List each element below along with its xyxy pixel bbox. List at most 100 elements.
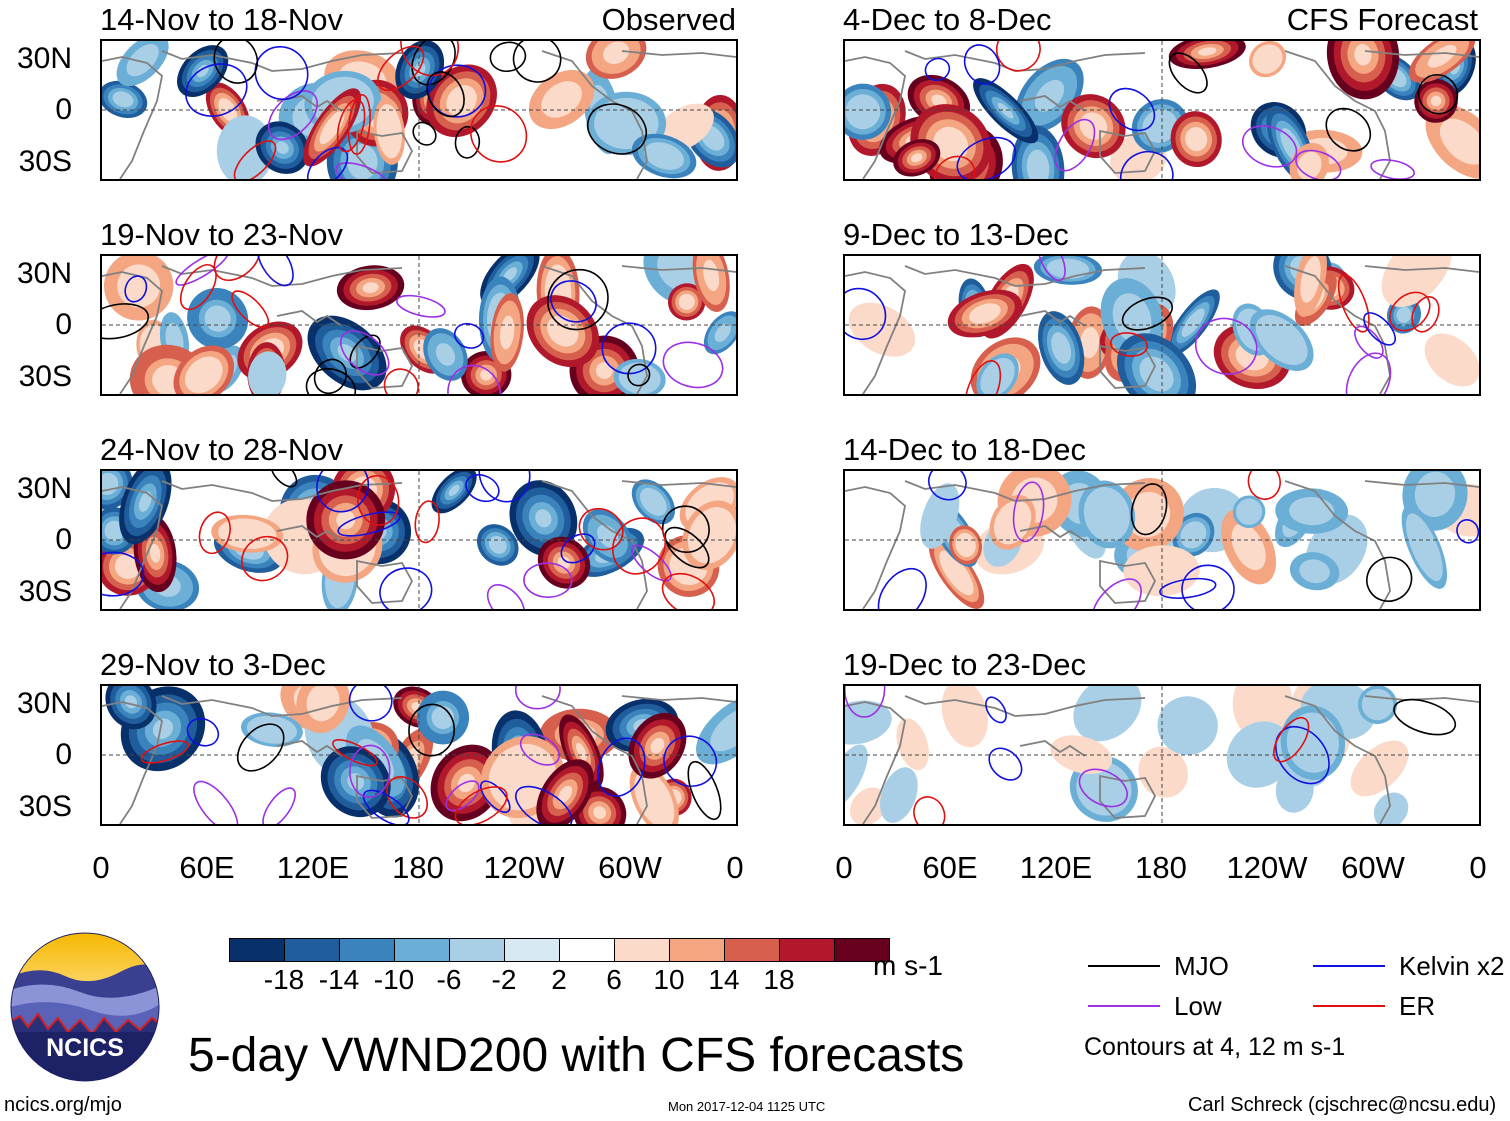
coastline-2 <box>1019 740 1086 757</box>
legend-er: ER <box>1313 993 1435 1019</box>
footer-url[interactable]: ncics.org/mjo <box>4 1094 122 1116</box>
legend-kelvin-line <box>1313 965 1385 967</box>
colorbar-tick-9: 18 <box>763 964 795 995</box>
colorbar-tick-5: 2 <box>551 964 567 995</box>
contour-7 <box>1159 577 1217 599</box>
contour-3 <box>1337 274 1370 333</box>
coastline-5 <box>1364 50 1479 58</box>
field-blob-16-3 <box>1446 125 1479 158</box>
colorbar-swatch-6 <box>559 938 615 962</box>
field-blob-10-2 <box>666 112 703 143</box>
legend-low: Low <box>1088 993 1222 1019</box>
contour-17 <box>426 71 465 118</box>
observed-label: Observed <box>601 2 736 37</box>
field-blob-5-4 <box>362 282 379 294</box>
contour-11 <box>661 572 715 609</box>
contour-14 <box>578 507 624 551</box>
contour-17 <box>270 471 298 488</box>
colorbar-swatch-11 <box>834 938 890 962</box>
coastline-3 <box>356 774 414 819</box>
field-blob-15-2 <box>1361 751 1398 786</box>
field-blob-1-3 <box>1080 327 1100 359</box>
colorbar-tick-0: -18 <box>263 964 305 995</box>
field-blob-24-1 <box>883 772 915 818</box>
contour-14 <box>349 744 391 798</box>
contour-2 <box>236 723 285 772</box>
contour-7 <box>362 789 410 824</box>
field-blob-25-3 <box>547 86 576 113</box>
contour-7 <box>124 275 148 303</box>
contour-2 <box>1273 717 1310 763</box>
field-blob-12-2 <box>1256 47 1279 71</box>
field-blob-21-4 <box>336 510 356 530</box>
contour-6 <box>1130 483 1168 536</box>
contour-5 <box>1054 118 1096 172</box>
field-blob-22-3 <box>1053 261 1083 276</box>
field-blob-20-2 <box>1089 493 1125 536</box>
contour-1 <box>337 511 401 537</box>
field-blob-4-3 <box>1236 530 1261 563</box>
field-blob-22-3 <box>190 362 217 388</box>
field-blob-3-2 <box>252 718 292 741</box>
field-blob-21-3 <box>968 303 1001 324</box>
contour-13 <box>661 505 710 554</box>
field-blob-19-3 <box>1139 356 1174 392</box>
contour-10 <box>515 785 573 824</box>
field-blob-25-4 <box>558 785 573 803</box>
legend-kelvin: Kelvin x2 <box>1313 953 1505 979</box>
contour-13 <box>469 105 528 163</box>
contour-1 <box>267 90 318 141</box>
contour-3 <box>478 471 531 503</box>
contour-12 <box>597 737 646 797</box>
coastline-2 <box>1019 310 1086 327</box>
colorbar-tick-6: 6 <box>606 964 622 995</box>
coastline-2 <box>276 525 343 542</box>
contour-12 <box>1417 73 1459 115</box>
field-blob-0-3 <box>644 492 663 512</box>
coastline-3 <box>356 129 414 174</box>
colorbar-swatch-7 <box>614 938 670 962</box>
field-blob-25-2 <box>1292 719 1333 766</box>
field-blob-8-3 <box>1303 562 1326 580</box>
contour-3 <box>411 41 456 86</box>
contour-16 <box>185 63 248 117</box>
coastline-5 <box>1364 265 1479 273</box>
colorbar-swatch-4 <box>449 938 505 962</box>
contour-3 <box>453 322 485 349</box>
legend-mjo-line <box>1088 965 1160 967</box>
map-panel-left-2 <box>100 254 738 396</box>
contour-13 <box>963 44 1001 85</box>
contour-6 <box>631 544 672 582</box>
x-tick-right-0: 0 <box>835 850 853 885</box>
contour-3 <box>1393 698 1457 736</box>
field-blob-19-4 <box>139 491 152 512</box>
contour-note: Contours at 4, 12 m s-1 <box>1084 1033 1346 1061</box>
contour-1 <box>1168 52 1208 94</box>
y-tick-30s-row3: 30S <box>18 575 72 608</box>
contour-8 <box>845 287 887 341</box>
contour-7 <box>924 57 951 82</box>
contour-11 <box>1110 332 1148 357</box>
field-blob-14-3 <box>112 91 134 108</box>
footer-credit: Carl Schreck (cjschrec@ncsu.edu) <box>1188 1094 1497 1116</box>
colorbar-swatch-8 <box>669 938 725 962</box>
contour-4 <box>845 686 886 718</box>
field-blob-22-3 <box>319 110 345 145</box>
contour-19 <box>313 358 347 394</box>
map-panel-right-3 <box>843 469 1481 611</box>
coastline-3 <box>1099 344 1157 389</box>
contour-6 <box>213 256 261 282</box>
contour-7 <box>306 146 349 179</box>
coastline-0 <box>102 701 163 824</box>
contour-14 <box>179 264 217 311</box>
coastline-2 <box>276 740 343 757</box>
colorbar-tick-8: 14 <box>708 964 740 995</box>
field-blob-18-2 <box>227 128 263 173</box>
field-blob-12-0 <box>1157 696 1218 755</box>
contour-2 <box>102 303 150 340</box>
coastline-2 <box>1019 525 1086 542</box>
contour-9 <box>336 99 366 153</box>
contour-13 <box>445 780 480 812</box>
coastline-3 <box>1099 774 1157 819</box>
y-tick-30s-row4: 30S <box>18 790 72 823</box>
